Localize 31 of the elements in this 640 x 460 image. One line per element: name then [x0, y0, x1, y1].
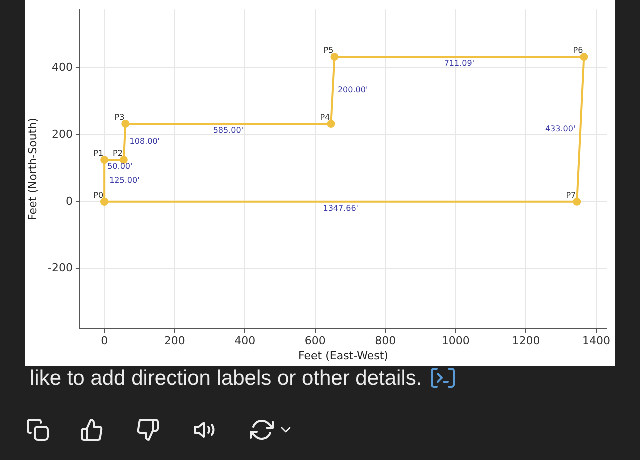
- y-tick-label: 0: [66, 194, 73, 208]
- data-label: P0: [94, 190, 104, 200]
- data-label: P7: [566, 190, 576, 200]
- y-axis-title: Feet (North-South): [26, 118, 40, 220]
- annotation: 433.00': [545, 124, 576, 134]
- annotation: 585.00': [213, 126, 244, 136]
- annotation: 125.00': [110, 176, 140, 186]
- annotation: 711.09': [444, 59, 475, 68]
- x-tick-label: 1000: [442, 334, 470, 348]
- data-label: P2: [112, 149, 123, 158]
- data-label: P3: [114, 113, 125, 122]
- data-label: P5: [324, 46, 334, 56]
- x-tick-label: 800: [375, 334, 396, 348]
- x-tick-label: 0: [101, 334, 108, 348]
- x-tick-label: 1200: [512, 334, 540, 348]
- annotation: 200.00': [338, 86, 368, 95]
- y-tick-label: 200: [52, 128, 73, 141]
- data-label: P6: [573, 46, 584, 56]
- x-tick-label: 400: [234, 334, 256, 348]
- x-tick-label: 600: [304, 334, 326, 348]
- data-label: P1: [94, 149, 104, 158]
- annotation: 108.00': [130, 137, 160, 146]
- x-axis-title: Feet (East-West): [298, 349, 388, 362]
- x-tick-label: 1400: [582, 334, 610, 348]
- y-tick-label: 400: [52, 60, 73, 74]
- text: like to add direction labels or other details.: [30, 367, 422, 390]
- y-tick-label: -200: [48, 262, 73, 275]
- annotation: 1347.66': [323, 204, 359, 213]
- data-label: P4: [320, 113, 330, 122]
- annotation: 50.00': [108, 162, 133, 172]
- x-tick-label: 200: [164, 334, 186, 348]
